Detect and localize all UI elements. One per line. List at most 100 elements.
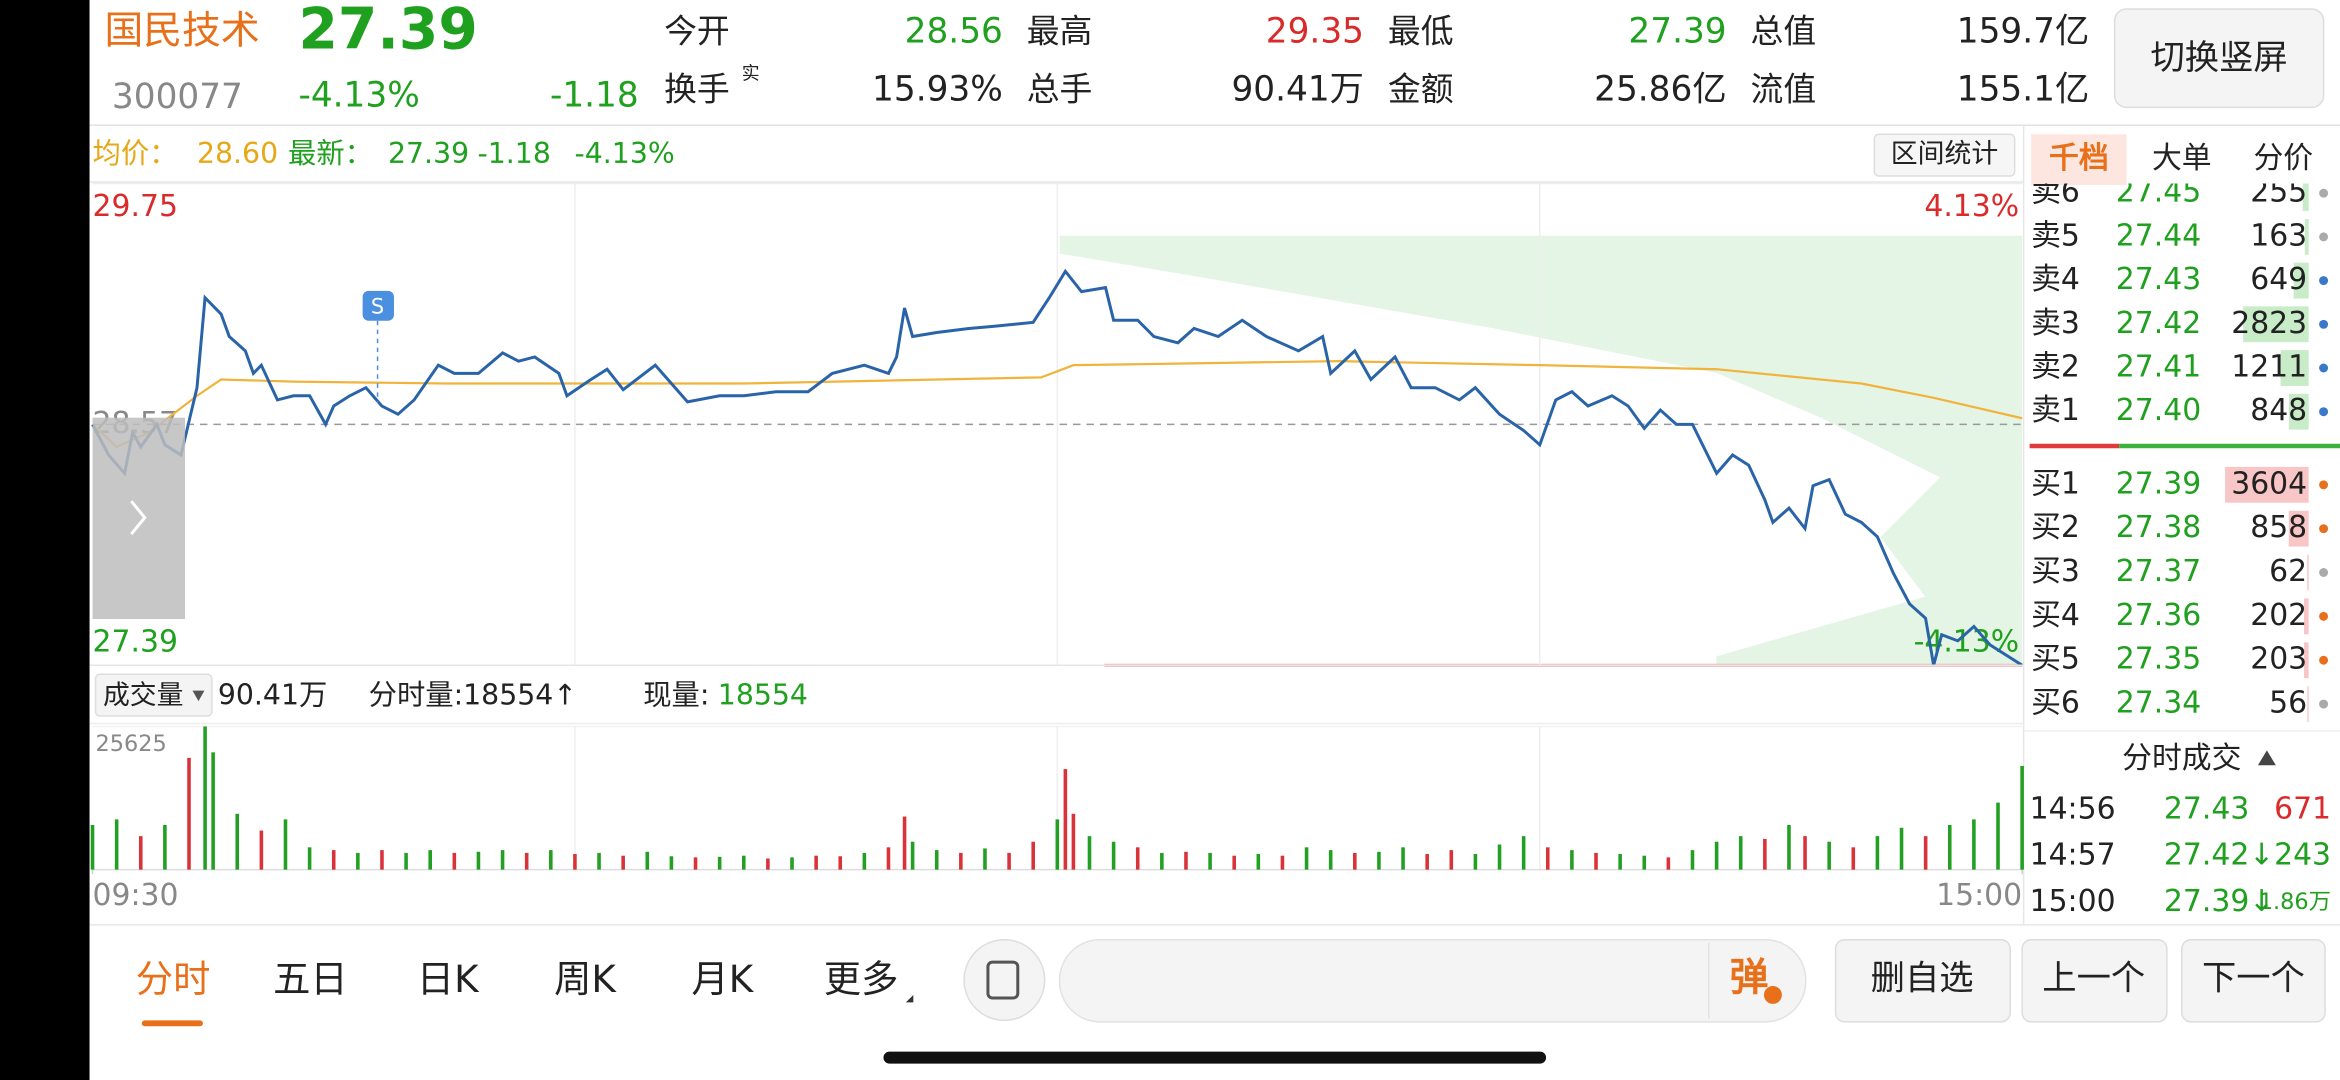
volume-bar	[452, 852, 457, 870]
book-label: 卖5	[2031, 218, 2080, 253]
panel-tab[interactable]: 大单	[2152, 141, 2212, 176]
book-volume: 649	[2250, 262, 2307, 297]
signal-icon[interactable]	[362, 290, 394, 321]
volume-bar	[886, 847, 891, 870]
volume-bar	[90, 824, 95, 870]
latest-label: 最新：	[288, 137, 373, 170]
bottom-tab[interactable]: 分时	[136, 957, 211, 1001]
book-price: 27.34	[2116, 686, 2201, 721]
book-bar	[2302, 183, 2309, 212]
volume-bar	[356, 852, 360, 870]
bottom-tab[interactable]: 周K	[554, 957, 617, 1001]
range-button[interactable]	[1873, 133, 2016, 177]
volume-bar	[1425, 854, 1429, 870]
price-chart	[91, 268, 2023, 667]
action-button-label[interactable]: 上一个	[2042, 959, 2145, 999]
volume-bar	[1055, 819, 1060, 870]
volume-bar	[1690, 850, 1695, 870]
book-price: 27.40	[2116, 393, 2201, 428]
volume-bar	[1063, 769, 1068, 870]
book-bar	[2243, 306, 2309, 343]
side-toggle-arrow	[130, 500, 147, 535]
book-bar	[2303, 642, 2309, 679]
book-label: 卖4	[2031, 262, 2080, 297]
volume-bar	[114, 819, 119, 870]
current-volume: 18554	[718, 679, 808, 712]
trade-volume: 671	[2274, 792, 2331, 827]
panel-tab[interactable]: 千档	[2049, 141, 2109, 176]
latest-value: 27.39	[388, 137, 469, 170]
comment-input[interactable]	[1058, 939, 1807, 1023]
note-button[interactable]	[963, 939, 1046, 1022]
volume-bar	[814, 855, 818, 870]
volume-bar	[1184, 851, 1188, 870]
volume-bar	[1497, 844, 1502, 870]
volume-bar	[331, 850, 336, 870]
bottom-tab[interactable]: 更多	[824, 957, 899, 1001]
volume-bar	[1666, 857, 1671, 870]
volume-bar	[1763, 838, 1767, 870]
volume-bar	[1899, 827, 1904, 870]
y-tick-label: 27.39	[93, 624, 178, 659]
note-icon	[986, 960, 1020, 1000]
volume-bar	[838, 856, 843, 870]
volume-bar	[573, 854, 577, 870]
volume-selector[interactable]	[94, 673, 213, 717]
volume-bar	[1304, 847, 1309, 870]
action-button[interactable]	[1834, 939, 2011, 1023]
volume-bar	[259, 830, 264, 870]
volume-bar	[524, 852, 529, 870]
latest-change-pct: -4.13%	[575, 137, 675, 170]
book-dot	[2319, 276, 2329, 286]
volume-bar	[2020, 765, 2024, 870]
trade-time: 15:00	[2030, 884, 2116, 919]
quote-label: 总值	[1751, 12, 1817, 50]
book-price: 27.36	[2116, 598, 2201, 633]
bottom-tab[interactable]: 日K	[417, 957, 480, 1001]
book-volume: 203	[2250, 642, 2307, 677]
range-button-label[interactable]: 区间统计	[1891, 139, 1998, 170]
trade-volume: 1.86万	[2259, 889, 2331, 915]
action-button[interactable]	[2021, 939, 2168, 1023]
book-label: 买6	[2031, 686, 2080, 721]
panel-tab[interactable]: 分价	[2253, 141, 2313, 176]
order-book: 卖6 27.45 255 卖5 27.44 163 卖4 27.43 649 卖3 27.42 282…	[2031, 175, 2329, 722]
action-button-label[interactable]: 删自选	[1871, 959, 1974, 999]
current-volume-label: 现量:	[643, 679, 709, 712]
volume-bar	[959, 852, 963, 870]
volume-bar	[380, 850, 384, 870]
book-price: 27.43	[2116, 262, 2201, 297]
book-price: 27.44	[2116, 218, 2201, 253]
side-toggle[interactable]	[92, 417, 186, 620]
volume-bar	[645, 851, 650, 870]
book-price: 27.45	[2116, 175, 2201, 210]
volume-bar	[1594, 852, 1598, 870]
book-dot	[2319, 611, 2329, 621]
bottom-tab[interactable]: 五日	[273, 957, 348, 1001]
volume-bar	[1521, 836, 1526, 870]
book-bar	[2304, 218, 2309, 255]
danmu-button[interactable]: 弹	[1730, 956, 1769, 1001]
volume-bar	[1328, 850, 1333, 870]
quote-value: 27.39	[1628, 11, 1726, 51]
y2-tick-label: 4.13%	[1924, 189, 2019, 224]
bottom-tab[interactable]: 月K	[691, 957, 754, 1001]
volume-bar	[404, 852, 408, 870]
action-button[interactable]	[2181, 939, 2326, 1023]
book-label: 买5	[2031, 642, 2080, 677]
action-button-label[interactable]: 下一个	[2202, 959, 2305, 999]
book-price: 27.35	[2116, 642, 2201, 677]
toggle-button-label[interactable]: 切换竖屏	[2151, 38, 2288, 78]
volume-bar	[717, 856, 722, 870]
volume-bar	[1353, 852, 1357, 870]
trades: 14:56 27.43 671 14:57 27.42↓ 243 15:00 27.39↓1.…	[2030, 792, 2331, 919]
volume-bar	[1031, 841, 1035, 870]
toggle-button[interactable]	[2113, 8, 2325, 109]
volume-selector-label[interactable]: 成交量	[103, 680, 184, 711]
book-price: 27.41	[2116, 350, 2201, 385]
trades-title[interactable]: 分时成交	[2122, 741, 2241, 776]
stock-name: 国民技术	[104, 8, 259, 53]
quote-value: 159.7亿	[1957, 11, 2090, 51]
depth-shade	[1059, 235, 2023, 666]
